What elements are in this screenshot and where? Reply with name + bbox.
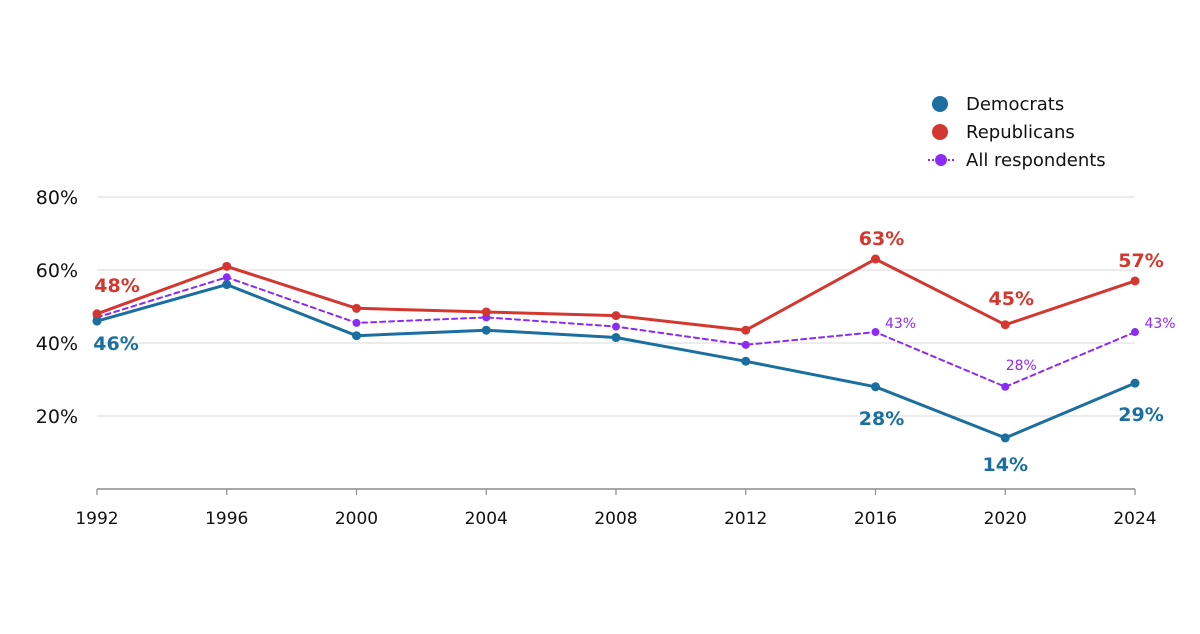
x-tick-label: 2020 (984, 509, 1027, 529)
data-point-all-respondents (612, 322, 620, 331)
data-point-all-respondents (352, 318, 361, 327)
data-point-republicans (741, 325, 751, 335)
data-label-all-respondents: 28% (1006, 358, 1037, 374)
y-tick-label: 20% (36, 406, 78, 428)
series-line-democrats (95, 283, 1137, 440)
x-tick-label: 2000 (335, 509, 378, 529)
data-label-republicans: 63% (859, 228, 904, 250)
data-label-democrats: 28% (859, 408, 904, 430)
legend-label-all-respondents: All respondents (966, 149, 1106, 171)
legend-label-republicans: Republicans (966, 121, 1075, 143)
data-point-all-respondents (1001, 382, 1010, 391)
legend-item-republicans[interactable]: Republicans (928, 118, 1106, 146)
x-tick-label: 2024 (1113, 509, 1156, 529)
data-point-democrats (352, 331, 361, 341)
data-label-democrats: 29% (1118, 404, 1163, 426)
data-labels: 43% 28% 43% 46% 28% 14% 29% 48% 63% 45% 57% (93, 228, 1175, 476)
data-point-republicans (92, 309, 102, 319)
data-point-democrats (611, 333, 621, 343)
y-tick-label: 40% (36, 333, 78, 355)
data-point-democrats (481, 325, 491, 335)
legend-dot-all-respondents (935, 154, 947, 166)
x-tick-label: 1992 (75, 509, 118, 529)
data-label-democrats: 46% (93, 333, 138, 355)
x-tick-label: 2008 (594, 509, 637, 529)
data-label-republicans: 48% (94, 275, 139, 297)
data-point-republicans (1000, 320, 1010, 330)
data-point-all-respondents (871, 328, 880, 337)
legend-item-all-respondents[interactable]: All respondents (928, 146, 1106, 174)
legend-label-democrats: Democrats (966, 93, 1065, 115)
gridlines (97, 196, 1135, 417)
data-point-all-respondents (741, 340, 750, 349)
legend-dot-republicans (932, 124, 948, 140)
legend: Democrats Republicans All respondents (928, 90, 1106, 174)
data-point-republicans (611, 311, 621, 321)
x-tick-label: 2012 (724, 509, 767, 529)
data-point-democrats (1130, 378, 1140, 388)
legend-dot-democrats (932, 96, 948, 112)
legend-swatch-republicans (928, 122, 954, 142)
series-lines (95, 257, 1137, 440)
data-label-all-respondents: 43% (1144, 316, 1175, 332)
data-point-democrats (1000, 433, 1010, 443)
data-point-democrats (222, 280, 232, 290)
data-point-republicans (871, 254, 880, 264)
data-point-all-respondents (222, 273, 231, 282)
series-points (92, 254, 1140, 443)
data-point-republicans (1130, 276, 1140, 286)
data-label-republicans: 57% (1118, 250, 1163, 272)
x-tick-label: 2016 (854, 509, 897, 529)
data-point-democrats (92, 316, 102, 326)
data-point-republicans (352, 303, 361, 313)
data-label-all-respondents: 43% (885, 316, 916, 332)
y-tick-label: 60% (36, 260, 78, 282)
data-point-democrats (871, 382, 880, 392)
y-tick-label: 80% (36, 187, 78, 209)
data-point-democrats (741, 356, 751, 366)
data-label-democrats: 14% (983, 454, 1028, 476)
data-label-republicans: 45% (989, 288, 1034, 310)
x-tick-label: 2004 (465, 509, 508, 529)
data-point-republicans (481, 307, 491, 317)
data-point-republicans (222, 261, 232, 271)
axes: 20% 40% 60% 80% 1992 1996 2000 2004 2008 2012 2016… (36, 187, 1157, 529)
legend-swatch-democrats (928, 94, 954, 114)
x-tick-label: 1996 (205, 509, 248, 529)
data-point-all-respondents (1131, 328, 1139, 337)
legend-item-democrats[interactable]: Democrats (928, 90, 1106, 118)
legend-swatch-all-respondents (928, 150, 954, 170)
